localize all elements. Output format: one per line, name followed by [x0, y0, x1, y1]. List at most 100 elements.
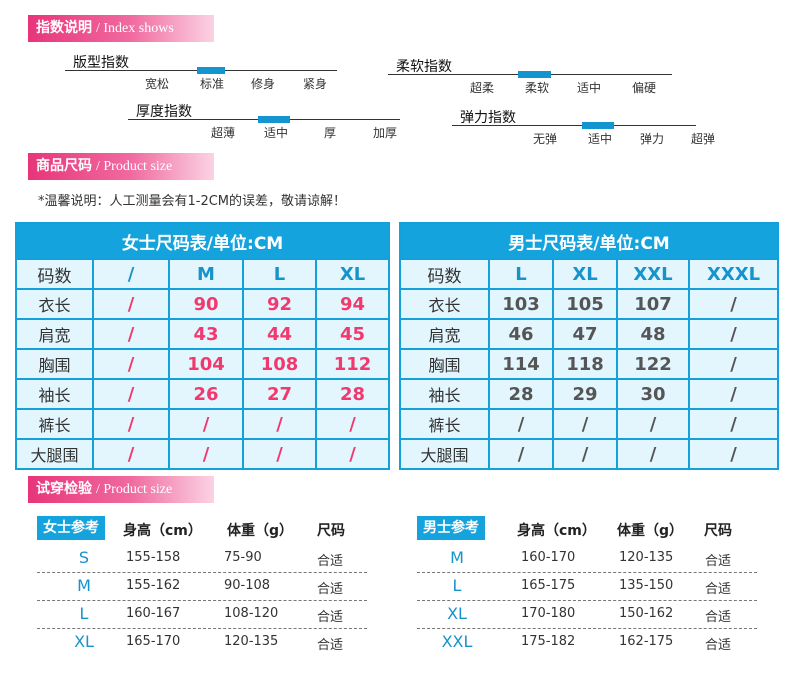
scale-option: 超薄 [210, 126, 236, 140]
scale-option: 弹力 [639, 132, 665, 146]
header-cell: XXL [616, 258, 690, 290]
table-cell: / [92, 288, 170, 320]
table-cell: / [92, 318, 170, 350]
table-row: 大腿围 / / / / [15, 438, 391, 470]
fit-header-height: 身高（cm） [123, 523, 202, 539]
scale-title: 厚度指数 [136, 104, 192, 120]
fit-header-size: 尺码 [704, 523, 732, 539]
row-label: 胸围 [399, 348, 490, 380]
fit-weight: 120-135 [619, 550, 674, 565]
table-cell: / [92, 348, 170, 380]
fit-result: 合适 [705, 554, 732, 569]
fit-result: 合适 [705, 610, 732, 625]
scale-marker [197, 67, 225, 74]
table-cell: 94 [314, 288, 391, 320]
table-cell: / [92, 438, 170, 470]
fit-weight: 90-108 [224, 578, 271, 593]
women-size-table: 女士尺码表/单位:CM 码数 / M L XL 衣长 / 90 92 94 肩宽… [14, 222, 391, 470]
table-cell: 92 [242, 288, 317, 320]
header-cell: XL [552, 258, 618, 290]
fit-weight: 135-150 [619, 578, 674, 593]
fit-size: XL [74, 632, 94, 651]
table-cell: 29 [552, 378, 618, 410]
scale-option: 修身 [250, 77, 276, 91]
section-subtitle: / Product size [96, 159, 173, 174]
table-cell: / [687, 378, 780, 410]
fit-header-weight: 体重（g） [617, 523, 684, 539]
fit-height: 155-158 [126, 550, 181, 565]
fit-height: 170-180 [521, 606, 576, 621]
table-cell: / [242, 408, 317, 440]
section-title: 试穿检验 [36, 481, 92, 497]
table-cell: / [488, 408, 554, 440]
row-label: 袖长 [399, 378, 490, 410]
table-row: 裤长 / / / / [15, 408, 391, 440]
table-row: 衣长 / 90 92 94 [15, 288, 391, 320]
fit-weight: 120-135 [224, 634, 279, 649]
table-caption: 男士尺码表/单位:CM [398, 222, 780, 260]
table-caption: 女士尺码表/单位:CM [14, 222, 391, 260]
fit-result: 合适 [317, 554, 344, 569]
scale-option: 适中 [263, 126, 289, 140]
table-cell: / [242, 438, 317, 470]
fit-header-size: 尺码 [317, 523, 345, 539]
scale-option: 加厚 [372, 126, 398, 140]
scale-option: 厚 [323, 126, 337, 140]
table-cell: 28 [314, 378, 391, 410]
table-row: 胸围 / 104 108 112 [15, 348, 391, 380]
table-cell: 108 [242, 348, 317, 380]
table-cell: / [687, 408, 780, 440]
table-row: 衣长 103 105 107 / [399, 288, 780, 320]
row-divider [417, 628, 757, 629]
row-label: 袖长 [15, 378, 94, 410]
table-cell: 90 [168, 288, 244, 320]
table-row: 袖长 / 26 27 28 [15, 378, 391, 410]
section-subtitle: / Index shows [96, 21, 174, 36]
scale-option: 紧身 [302, 77, 328, 91]
fit-header-weight: 体重（g） [227, 523, 294, 539]
table-header-row: 码数 / M L XL [15, 258, 391, 290]
scale-option: 标准 [199, 77, 225, 91]
fit-header-height: 身高（cm） [517, 523, 596, 539]
table-cell: 105 [552, 288, 618, 320]
table-cell: 28 [488, 378, 554, 410]
scale-title: 版型指数 [73, 55, 129, 71]
fit-result: 合适 [317, 638, 344, 653]
row-divider [37, 600, 367, 601]
scale-option: 适中 [576, 81, 602, 95]
row-divider [417, 600, 757, 601]
table-cell: / [687, 348, 780, 380]
fit-result: 合适 [705, 638, 732, 653]
fit-size: M [77, 576, 91, 595]
section-title: 指数说明 [36, 20, 92, 36]
scale-title: 柔软指数 [396, 59, 452, 75]
scale-option: 超柔 [469, 81, 495, 95]
table-cell: / [488, 438, 554, 470]
fit-size: M [450, 548, 464, 567]
fit-height: 160-167 [126, 606, 181, 621]
women-fit-reference: 女士参考 身高（cm） 体重（g） 尺码 S 155-158 75-90 合适 … [37, 516, 367, 660]
fit-weight: 162-175 [619, 634, 674, 649]
table-cell: 104 [168, 348, 244, 380]
fit-result: 合适 [705, 582, 732, 597]
row-divider [37, 628, 367, 629]
header-cell: / [92, 258, 170, 290]
table-cell: 44 [242, 318, 317, 350]
header-cell: 码数 [15, 258, 94, 290]
row-label: 裤长 [399, 408, 490, 440]
men-fit-reference: 男士参考 身高（cm） 体重（g） 尺码 M 160-170 120-135 合… [417, 516, 757, 660]
fit-height: 165-170 [126, 634, 181, 649]
fit-height: 175-182 [521, 634, 576, 649]
row-label: 大腿围 [399, 438, 490, 470]
row-label: 大腿围 [15, 438, 94, 470]
scale-option: 适中 [587, 132, 613, 146]
row-divider [417, 572, 757, 573]
women-fit-tag: 女士参考 [37, 516, 105, 540]
table-cell: / [687, 438, 780, 470]
header-cell: L [242, 258, 317, 290]
scale-marker [258, 116, 290, 123]
fit-result: 合适 [317, 610, 344, 625]
table-cell: / [168, 408, 244, 440]
table-cell: 47 [552, 318, 618, 350]
header-cell: 码数 [399, 258, 490, 290]
